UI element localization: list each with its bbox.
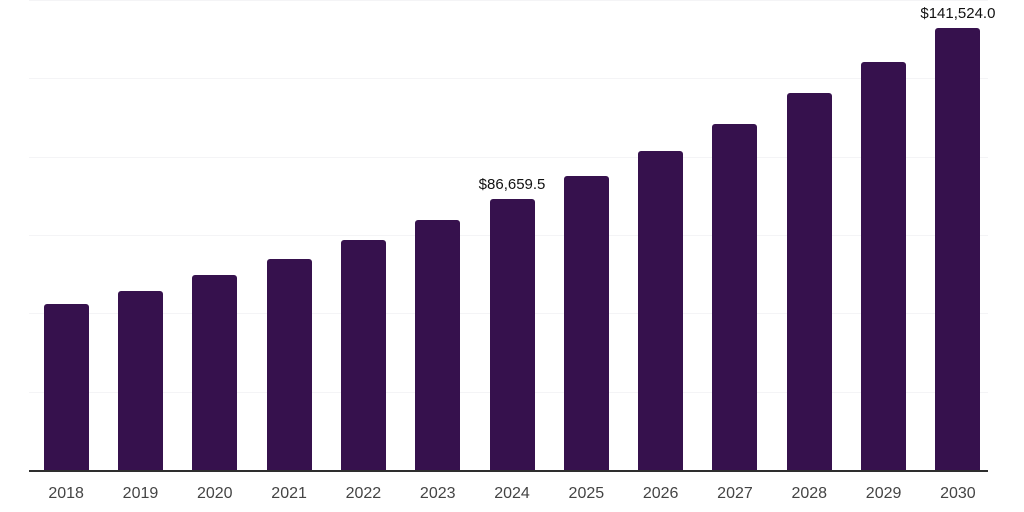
x-tick-2019: 2019 [122, 485, 159, 502]
bar-value-label-2024: $86,659.5 [478, 176, 546, 194]
bar-slot-2021 [252, 1, 326, 471]
bar-slot-2025 [549, 1, 623, 471]
plot-area: $86,659.5 $141,524.0 [29, 1, 995, 471]
bar-slot-2029 [846, 1, 920, 471]
x-axis-labels: 2018 2019 2020 2021 2022 2023 2024 2025 2026 2027… [29, 483, 995, 505]
gridline-150000 [29, 0, 988, 1]
x-tick-2027: 2027 [717, 485, 753, 502]
x-tick-2028: 2028 [791, 485, 828, 502]
bar-2024[interactable] [489, 199, 535, 471]
bar-2026[interactable] [638, 151, 684, 471]
x-tick-2025: 2025 [568, 485, 605, 502]
gridline-100000 [29, 156, 988, 158]
bar-slot-2019 [103, 1, 177, 471]
bar-2018[interactable] [43, 304, 89, 471]
x-tick-2026: 2026 [642, 485, 679, 502]
bar-2022[interactable] [340, 240, 386, 471]
bar-2019[interactable] [117, 290, 163, 471]
x-tick-2030: 2030 [940, 485, 976, 502]
bar-slot-2023 [401, 1, 475, 471]
bar-slot-2024: $86,659.5 [475, 1, 549, 471]
bar-2023[interactable] [415, 220, 461, 471]
bar-slot-2027 [698, 1, 772, 471]
x-tick-2021: 2021 [271, 485, 307, 502]
bar-2028[interactable] [786, 93, 832, 471]
x-tick-2024: 2024 [494, 485, 530, 502]
bar-2027[interactable] [712, 123, 758, 471]
bar-value-label-2030: $141,524.0 [920, 4, 996, 22]
x-tick-2022: 2022 [345, 485, 382, 502]
x-axis-line [29, 470, 988, 472]
bar-2030[interactable] [935, 27, 981, 471]
x-tick-2029: 2029 [865, 485, 902, 502]
x-tick-2023: 2023 [419, 485, 456, 502]
x-tick-2020: 2020 [196, 485, 233, 502]
bar-slot-2030: $141,524.0 [920, 1, 996, 471]
bar-2025[interactable] [563, 175, 609, 471]
bar-slot-2018 [29, 1, 103, 471]
bar-slot-2020 [178, 1, 252, 471]
bar-slot-2022 [326, 1, 400, 471]
bar-2020[interactable] [192, 274, 238, 471]
x-tick-2018: 2018 [48, 485, 84, 502]
bar-2021[interactable] [266, 258, 312, 471]
bar-slot-2026 [624, 1, 698, 471]
bar-2029[interactable] [861, 62, 907, 471]
bar-slot-2028 [772, 1, 846, 471]
gridline-125000 [29, 78, 988, 80]
